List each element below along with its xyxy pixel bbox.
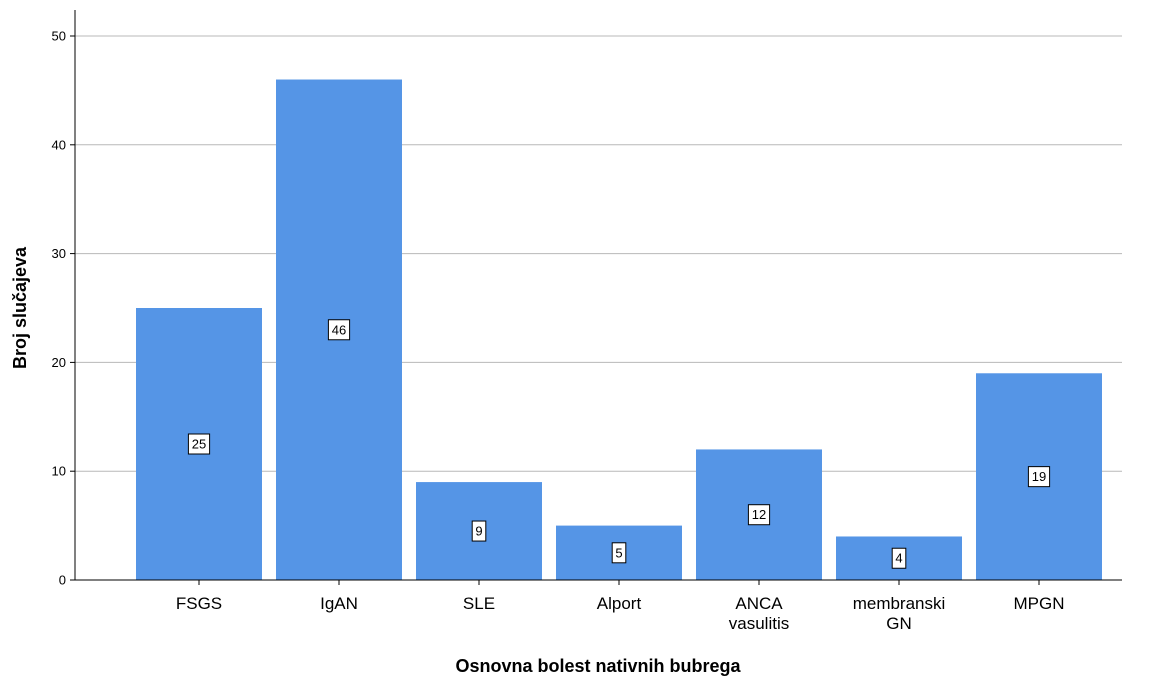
data-label-box [891,547,907,569]
data-label: 46 [332,322,346,337]
y-tick-label: 50 [52,29,66,44]
x-tick-label: vasulitis [729,614,789,633]
data-label-box [327,319,351,341]
data-label-box [471,520,487,542]
data-label-group: 5 [611,542,627,564]
y-tick-label: 30 [52,246,66,261]
data-label-group: 19 [1027,466,1051,488]
data-label-group: 9 [471,520,487,542]
y-axis-title: Broj slučajeva [10,246,30,369]
data-label: 12 [752,507,766,522]
x-tick-label: GN [886,614,912,633]
x-tick-label: IgAN [320,594,358,613]
x-tick-label: FSGS [176,594,222,613]
data-label: 25 [192,437,206,452]
data-label: 5 [615,545,622,560]
y-tick-label: 20 [52,355,66,370]
x-tick-label: MPGN [1014,594,1065,613]
y-tick-label: 10 [52,464,66,479]
bars [136,79,1102,581]
data-label-box [747,504,771,526]
data-label: 4 [895,551,902,566]
data-label: 19 [1032,469,1046,484]
y-tick-labels: 0 10 20 30 40 50 [52,29,75,588]
data-labels: 25 46 9 5 12 4 19 [187,319,1051,569]
data-label-box [1027,466,1051,488]
data-label-group: 46 [327,319,351,341]
data-label-box [611,542,627,564]
data-label: 9 [475,524,482,539]
data-label-group: 25 [187,433,211,455]
x-tick-label: ANCA [735,594,783,613]
axes [74,10,1122,581]
x-tick-label: SLE [463,594,495,613]
data-label-group: 4 [891,547,907,569]
y-tick-label: 0 [59,573,66,588]
x-tick-label: Alport [597,594,642,613]
x-axis-title: Osnovna bolest nativnih bubrega [455,656,741,676]
x-tick-label: membranski [853,594,946,613]
y-tick-label: 40 [52,137,66,152]
data-label-group: 12 [747,504,771,526]
data-label-box [187,433,211,455]
